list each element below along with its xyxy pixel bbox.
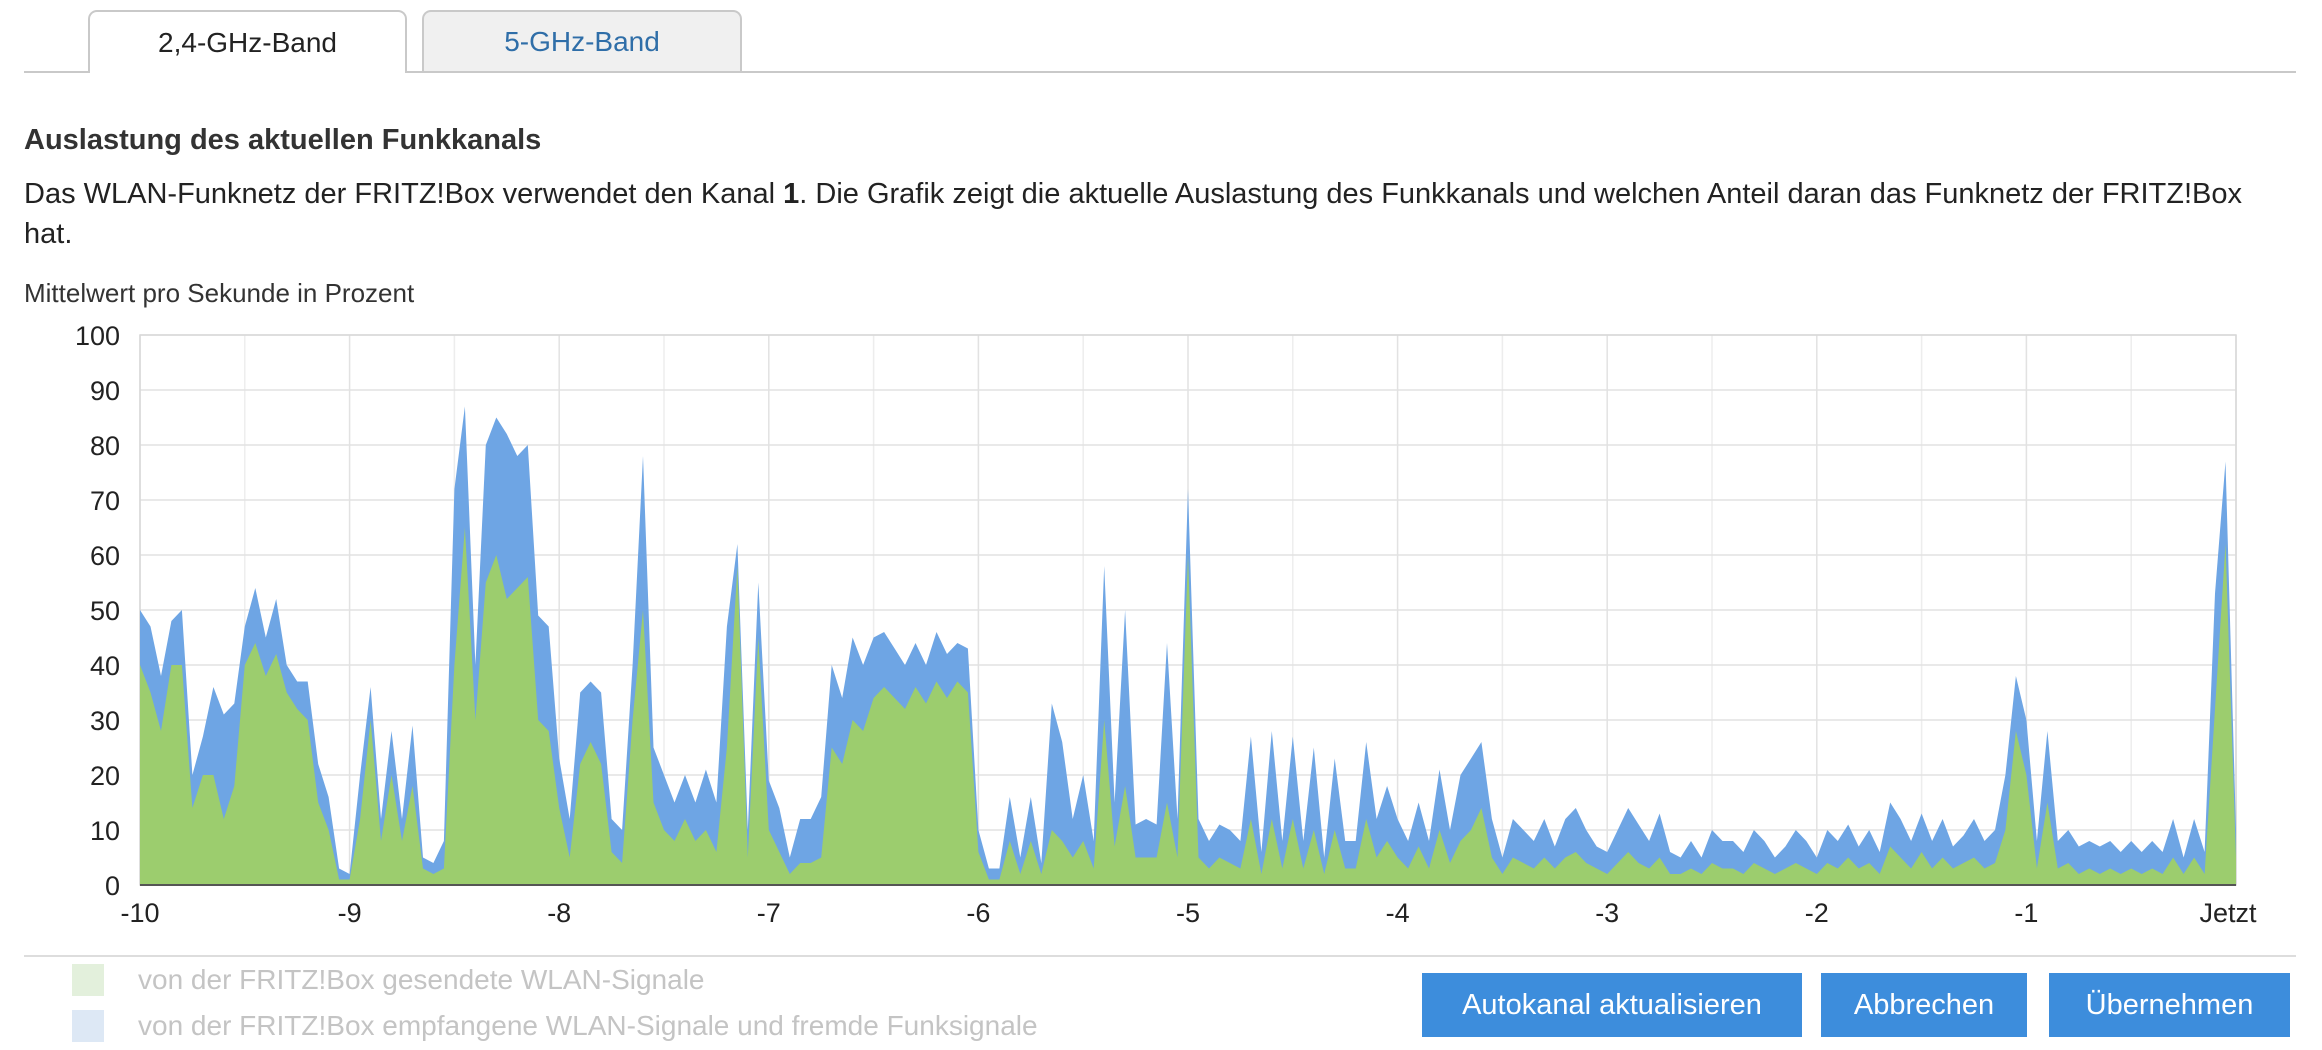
- legend-swatch-received: [72, 1010, 104, 1042]
- legend-swatch-sent: [72, 964, 104, 996]
- cancel-button[interactable]: Abbrechen: [1821, 973, 2027, 1037]
- x-tick-label: -6: [966, 898, 990, 928]
- channel-description: Das WLAN-Funknetz der FRITZ!Box verwende…: [24, 174, 2294, 254]
- y-tick-label: 0: [105, 871, 120, 901]
- y-tick-label: 10: [90, 816, 120, 846]
- y-tick-label: 60: [90, 541, 120, 571]
- y-tick-label: 80: [90, 431, 120, 461]
- x-tick-label: -1: [2014, 898, 2038, 928]
- legend-item-sent: von der FRITZ!Box gesendete WLAN-Signale: [72, 964, 704, 996]
- tab-5-ghz[interactable]: 5-GHz-Band: [422, 10, 742, 71]
- x-tick-label: -2: [1805, 898, 1829, 928]
- x-tick-label: -3: [1595, 898, 1619, 928]
- x-tick-label: -4: [1386, 898, 1410, 928]
- legend-label-received: von der FRITZ!Box empfangene WLAN-Signal…: [138, 1010, 1038, 1041]
- x-tick-label: -10: [120, 898, 159, 928]
- legend-item-received: von der FRITZ!Box empfangene WLAN-Signal…: [72, 1010, 1038, 1042]
- description-text-after: . Die Grafik zeigt die aktuelle Auslastu…: [24, 178, 2242, 250]
- y-tick-label: 30: [90, 706, 120, 736]
- y-tick-label: 70: [90, 486, 120, 516]
- channel-number: 1: [783, 178, 800, 210]
- apply-button[interactable]: Übernehmen: [2049, 973, 2290, 1037]
- y-axis-unit-label: Mittelwert pro Sekunde in Prozent: [24, 278, 415, 308]
- channel-utilization-chart: 0 10 20 30 40 50 60 70 80 90 100 -10 -9 -8 -7 -6 -5 -4 -3 -…: [75, 321, 2257, 928]
- band-tab-bar: 2,4-GHz-Band 5-GHz-Band: [24, 0, 2296, 73]
- y-tick-label: 40: [90, 651, 120, 681]
- autokanal-button[interactable]: Autokanal aktualisieren: [1422, 973, 1802, 1037]
- x-tick-label: -8: [547, 898, 571, 928]
- x-tick-label: -7: [757, 898, 781, 928]
- x-tick-label: -5: [1176, 898, 1200, 928]
- section-heading: Auslastung des aktuellen Funkkanals: [24, 124, 542, 156]
- x-tick-label: Jetzt: [2199, 898, 2257, 928]
- description-text-before: Das WLAN-Funknetz der FRITZ!Box verwende…: [24, 178, 784, 210]
- x-tick-label: -9: [338, 898, 362, 928]
- footer-divider: [24, 955, 2296, 957]
- y-tick-label: 90: [90, 376, 120, 406]
- y-tick-label: 20: [90, 761, 120, 791]
- y-tick-label: 100: [75, 321, 120, 351]
- tab-2-4-ghz[interactable]: 2,4-GHz-Band: [88, 10, 407, 73]
- legend-label-sent: von der FRITZ!Box gesendete WLAN-Signale: [138, 964, 705, 995]
- area-sent-signals: [140, 527, 2236, 885]
- y-tick-label: 50: [90, 596, 120, 626]
